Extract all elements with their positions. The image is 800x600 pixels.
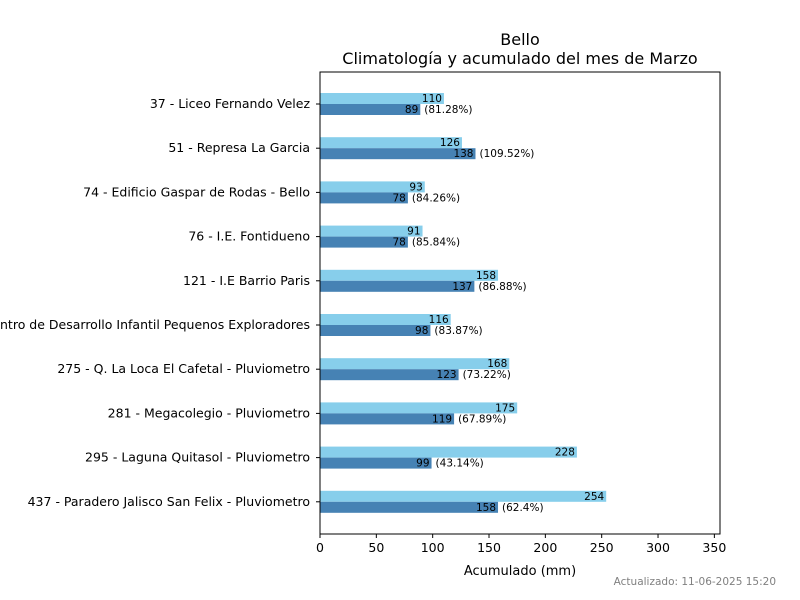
bar-climatology (320, 314, 451, 325)
category-label: 275 - Q. La Loca El Cafetal - Pluviometr… (57, 361, 310, 376)
bar-accumulated (320, 104, 421, 115)
bar-label-accumulated: 98 (415, 325, 428, 337)
bar-label-climatology: 93 (409, 181, 422, 193)
x-tick-label: 0 (316, 540, 324, 555)
x-tick-label: 150 (477, 540, 501, 555)
x-tick-label: 200 (533, 540, 557, 555)
bar-label-climatology: 116 (429, 314, 449, 326)
bar-climatology (320, 137, 462, 149)
x-axis-title: Acumulado (mm) (464, 564, 576, 579)
category-label: 37 - Liceo Fernando Velez (150, 96, 311, 111)
bar-label-climatology: 91 (407, 226, 420, 238)
bar-label-accumulated: 78 (393, 192, 406, 204)
bar-label-accumulated: 137 (452, 281, 472, 293)
bar-label-accumulated: 89 (405, 104, 418, 116)
category-label: 51 - Represa La Garcia (168, 140, 310, 155)
bar-accumulated (320, 501, 499, 513)
bar-label-percent: (84.26%) (412, 192, 460, 204)
category-label: 437 - Paradero Jalisco San Felix - Pluvi… (28, 494, 310, 509)
bar-label-accumulated: 123 (437, 369, 457, 381)
bar-label-percent: (86.88%) (478, 281, 526, 293)
bar-label-climatology: 254 (584, 491, 604, 503)
bar-label-percent: (73.22%) (463, 369, 511, 381)
bar-accumulated (320, 148, 476, 160)
bar-climatology (320, 181, 425, 193)
category-label: 74 - Edificio Gaspar de Rodas - Bello (83, 184, 310, 199)
bar-label-accumulated: 119 (432, 413, 452, 425)
plot-frame (319, 71, 721, 535)
bar-label-climatology: 175 (495, 402, 515, 414)
bar-label-percent: (85.84%) (412, 237, 460, 249)
bar-label-accumulated: 78 (393, 237, 406, 249)
category-label: 154 - Centro de Desarrollo Infantil Pequ… (0, 317, 310, 332)
bar-climatology (320, 446, 577, 458)
bar-climatology (320, 402, 518, 414)
updated-timestamp: Actualizado: 11-06-2025 15:20 (613, 576, 776, 588)
x-tick-label: 300 (646, 540, 670, 555)
bar-label-accumulated: 138 (453, 148, 473, 160)
bar-climatology (320, 269, 499, 281)
bar-label-percent: (62.4%) (502, 502, 544, 514)
bar-accumulated (320, 457, 432, 469)
bar-label-accumulated: 99 (416, 458, 429, 470)
bar-accumulated (320, 236, 408, 248)
chart-subtitle: Climatología y acumulado del mes de Marz… (342, 49, 697, 68)
category-label: 281 - Megacolegio - Pluviometro (108, 405, 310, 420)
bar-label-climatology: 158 (476, 270, 496, 282)
bar-climatology (320, 358, 510, 370)
category-label: 295 - Laguna Quitasol - Pluviometro (85, 450, 310, 465)
x-tick-label: 100 (421, 540, 445, 555)
bar-accumulated (320, 192, 408, 204)
bar-label-percent: (67.89%) (458, 413, 506, 425)
bar-accumulated (320, 280, 475, 292)
x-tick-label: 50 (368, 540, 384, 555)
bar-accumulated (320, 325, 431, 336)
bar-accumulated (320, 369, 459, 381)
axes-group: 37 - Liceo Fernando Velez 51 - Represa La… (0, 71, 726, 555)
category-label: 76 - I.E. Fontidueno (188, 229, 310, 244)
bar-label-climatology: 110 (422, 93, 442, 105)
bar-climatology (320, 225, 423, 237)
bar-label-climatology: 126 (440, 137, 460, 149)
bar-label-percent: (109.52%) (479, 148, 534, 160)
bar-label-accumulated: 158 (476, 502, 496, 514)
bar-label-percent: (43.14%) (436, 458, 484, 470)
category-label: 121 - I.E Barrio Paris (183, 273, 310, 288)
x-tick-label: 350 (702, 540, 726, 555)
bar-label-percent: (81.28%) (424, 104, 472, 116)
bar-climatology (320, 490, 607, 502)
bar-accumulated (320, 413, 455, 425)
chart-title: Bello (500, 30, 540, 49)
bar-label-climatology: 228 (555, 447, 575, 459)
bar-climatology (320, 93, 444, 104)
bar-label-climatology: 168 (487, 358, 507, 370)
bar-label-percent: (83.87%) (434, 325, 482, 337)
x-tick-label: 250 (590, 540, 614, 555)
